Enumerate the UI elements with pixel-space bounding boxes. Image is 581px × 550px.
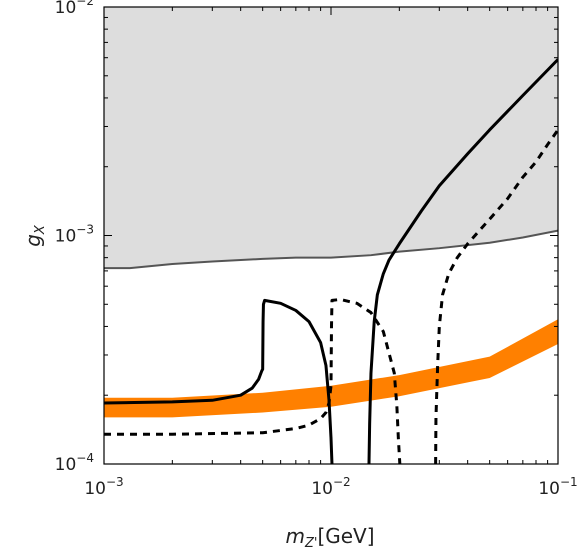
dashed-curve-1 <box>104 297 402 464</box>
y-tick-label: 10−4 <box>55 451 94 475</box>
y-tick-label: 10−2 <box>55 0 94 18</box>
plot-area <box>104 7 558 464</box>
tick-labels: 10−3 10−2 10−110−410−310−2 <box>55 0 578 499</box>
x-tick-label: 10−3 <box>84 475 123 499</box>
solid-curve-2 <box>367 58 558 464</box>
excluded-region-boundary <box>104 229 558 270</box>
excluded-region <box>104 7 558 269</box>
axis-ticks <box>103 6 559 465</box>
y-axis-label: gX <box>21 224 48 247</box>
solid-curve-1 <box>104 298 334 464</box>
y-tick-label: 10−3 <box>55 223 94 247</box>
orange-band <box>104 319 558 418</box>
x-tick-label: 10−1 <box>538 475 577 499</box>
dashed-curve-2 <box>434 128 558 464</box>
x-axis-label: mZ'[GeV] <box>285 524 374 550</box>
x-tick-label: 10−2 <box>311 475 350 499</box>
